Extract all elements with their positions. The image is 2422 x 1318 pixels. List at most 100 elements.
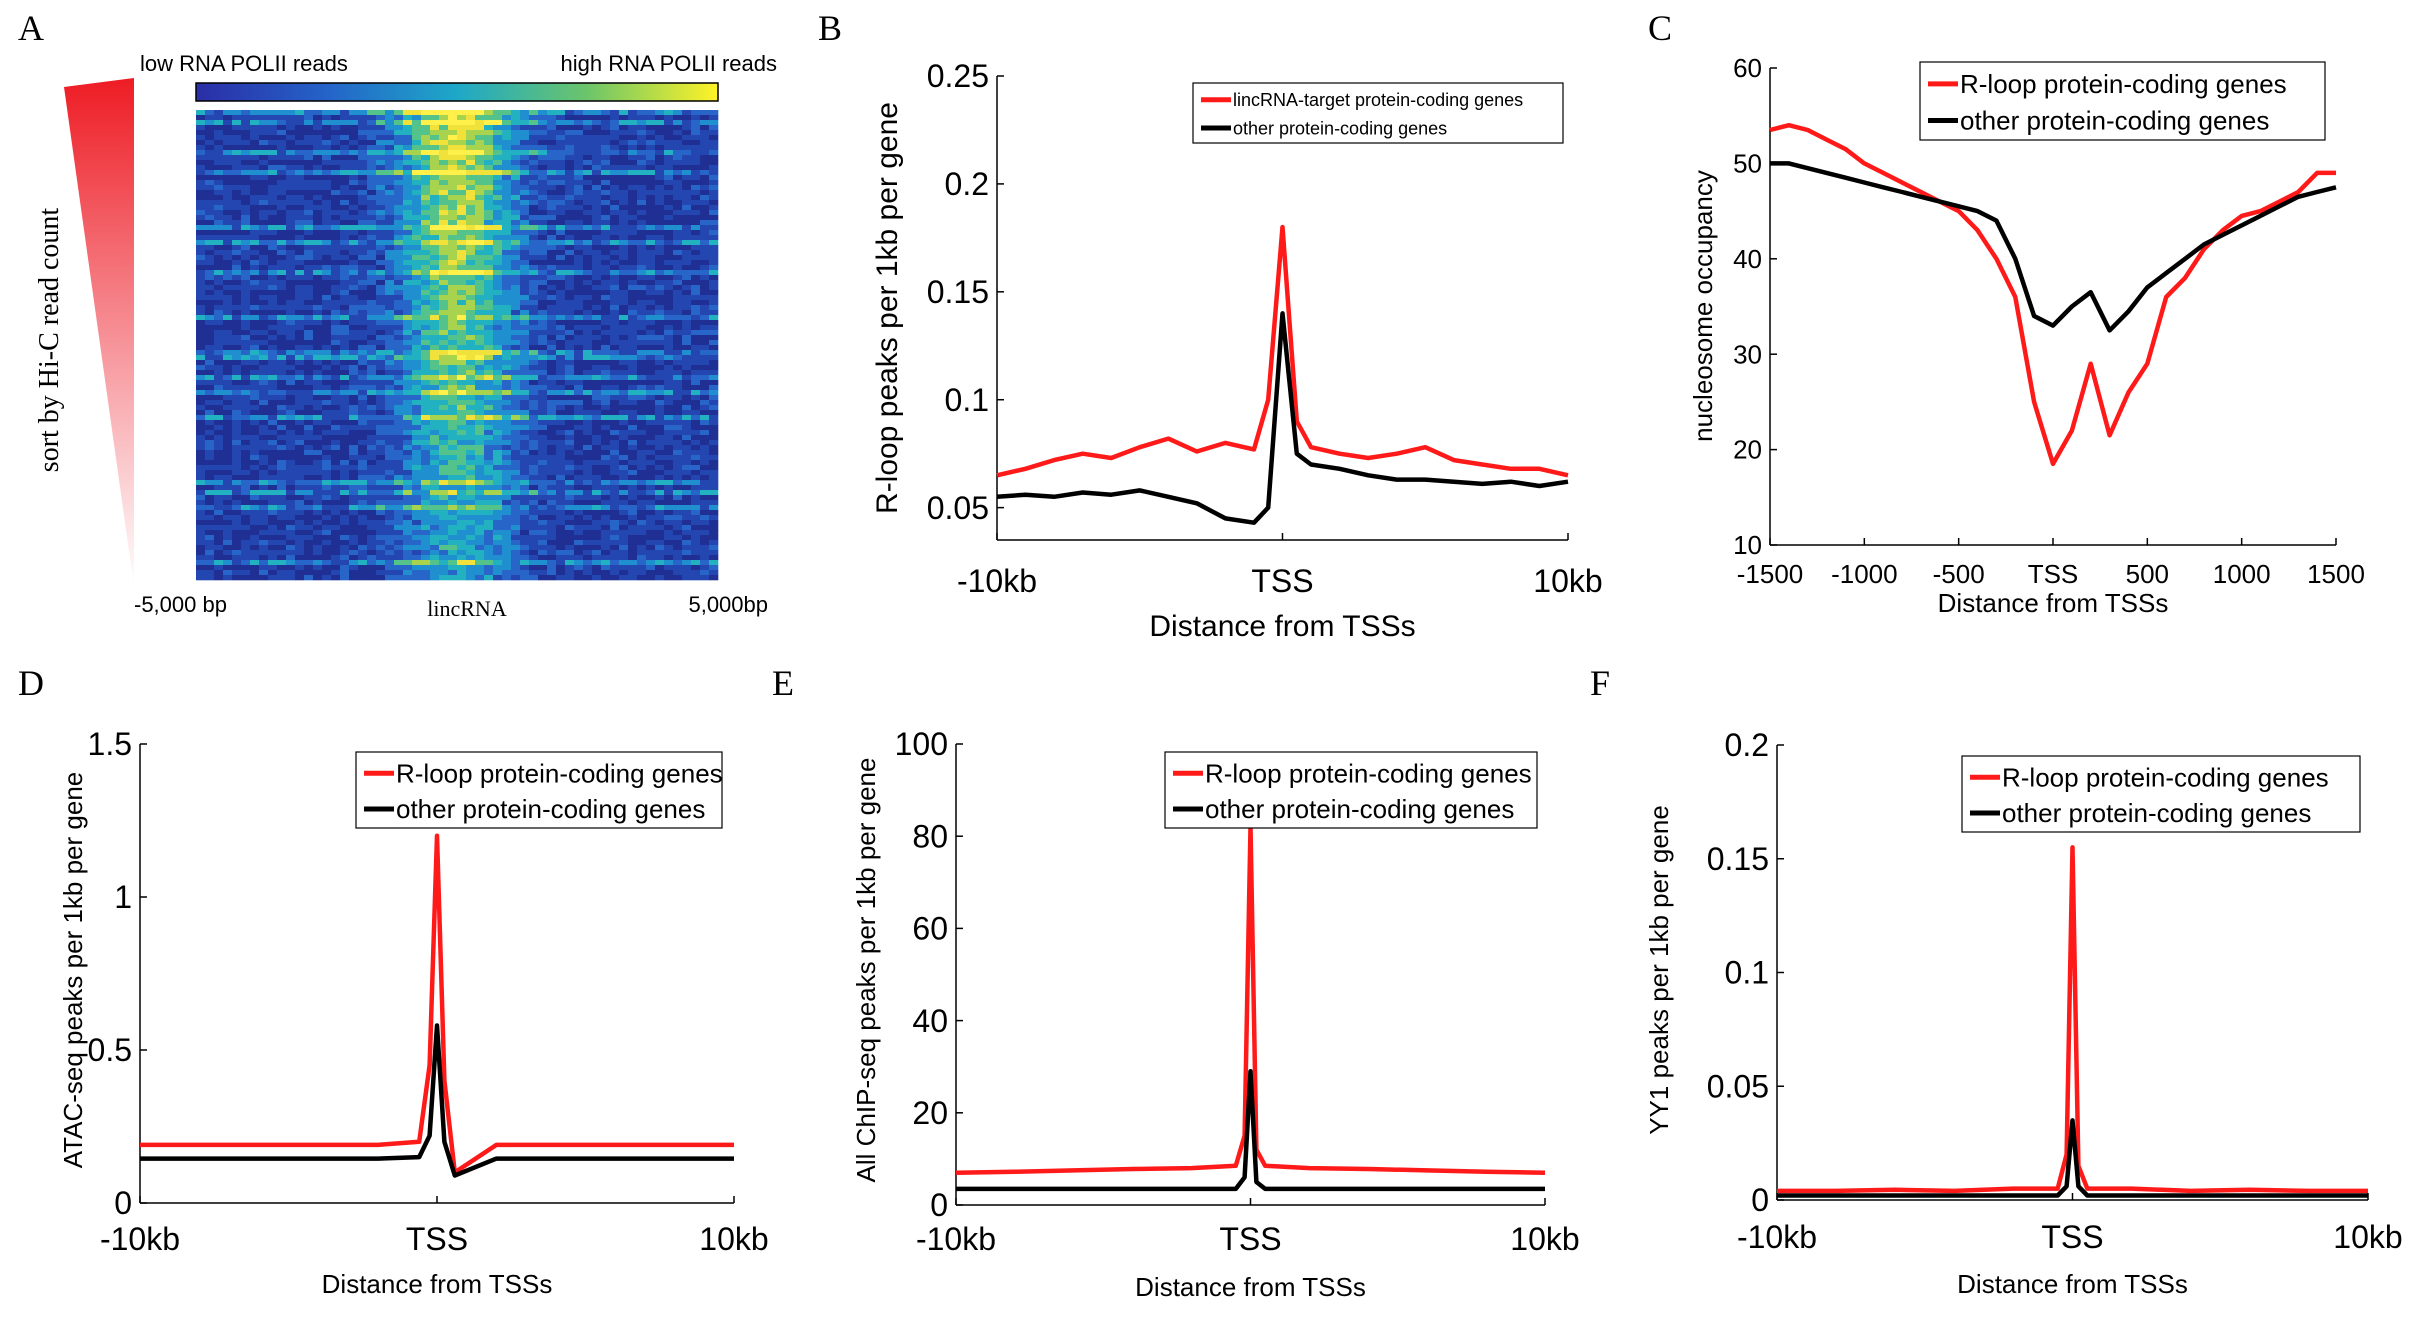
heatmap-cell	[646, 140, 656, 146]
heatmap-cell	[259, 240, 269, 246]
heatmap-cell	[430, 125, 440, 131]
heatmap-cell	[538, 315, 548, 321]
heatmap-cell	[286, 285, 296, 291]
heatmap-cell	[313, 230, 323, 236]
heatmap-cell	[700, 435, 710, 441]
heatmap-cell	[529, 375, 539, 381]
heatmap-cell	[376, 120, 386, 126]
heatmap-cell	[250, 115, 260, 121]
heatmap-cell	[196, 535, 206, 541]
heatmap-cell	[250, 350, 260, 356]
heatmap-cell	[304, 300, 314, 306]
heatmap-cell	[421, 165, 431, 171]
heatmap-cell	[367, 315, 377, 321]
heatmap-cell	[286, 160, 296, 166]
heatmap-cell	[331, 360, 341, 366]
heatmap-cell	[232, 435, 242, 441]
heatmap-cell	[610, 315, 620, 321]
heatmap-cell	[385, 175, 395, 181]
heatmap-cell	[646, 265, 656, 271]
heatmap-cell	[601, 335, 611, 341]
heatmap-cell	[565, 375, 575, 381]
heatmap-cell	[673, 440, 683, 446]
heatmap-cell	[673, 245, 683, 251]
heatmap-cell	[286, 140, 296, 146]
heatmap-cell	[331, 340, 341, 346]
heatmap-cell	[223, 490, 233, 496]
heatmap-cell	[304, 510, 314, 516]
heatmap-cell	[457, 490, 467, 496]
heatmap-cell	[295, 530, 305, 536]
heatmap-cell	[583, 180, 593, 186]
heatmap-cell	[574, 535, 584, 541]
heatmap-cell	[349, 285, 359, 291]
heatmap-cell	[547, 135, 557, 141]
heatmap-cell	[205, 440, 215, 446]
heatmap-cell	[511, 320, 521, 326]
heatmap-cell	[232, 225, 242, 231]
heatmap-cell	[511, 335, 521, 341]
heatmap-cell	[511, 215, 521, 221]
heatmap-cell	[340, 365, 350, 371]
heatmap-cell	[439, 255, 449, 261]
heatmap-cell	[583, 265, 593, 271]
heatmap-cell	[340, 490, 350, 496]
heatmap-cell	[214, 415, 224, 421]
heatmap-cell	[403, 455, 413, 461]
heatmap-cell	[700, 365, 710, 371]
heatmap-cell	[430, 295, 440, 301]
heatmap-cell	[601, 160, 611, 166]
heatmap-cell	[664, 410, 674, 416]
heatmap-cell	[349, 455, 359, 461]
heatmap-cell	[610, 460, 620, 466]
heatmap-cell	[439, 215, 449, 221]
heatmap-cell	[259, 180, 269, 186]
heatmap-cell	[313, 440, 323, 446]
heatmap-cell	[556, 240, 566, 246]
heatmap-cell	[628, 140, 638, 146]
heatmap-cell	[241, 320, 251, 326]
heatmap-cell	[322, 440, 332, 446]
heatmap-cell	[385, 495, 395, 501]
heatmap-cell	[394, 345, 404, 351]
heatmap-cell	[547, 435, 557, 441]
heatmap-cell	[673, 275, 683, 281]
heatmap-cell	[673, 425, 683, 431]
heatmap-cell	[376, 505, 386, 511]
heatmap-cell	[628, 250, 638, 256]
heatmap-cell	[646, 435, 656, 441]
heatmap-cell	[313, 335, 323, 341]
heatmap-cell	[268, 475, 278, 481]
heatmap-cell	[331, 195, 341, 201]
heatmap-cell	[565, 480, 575, 486]
heatmap-cell	[529, 315, 539, 321]
heatmap-cell	[601, 480, 611, 486]
heatmap-cell	[349, 240, 359, 246]
heatmap-cell	[268, 135, 278, 141]
heatmap-cell	[376, 225, 386, 231]
heatmap-cell	[430, 240, 440, 246]
heatmap-cell	[376, 380, 386, 386]
heatmap-cell	[511, 380, 521, 386]
heatmap-cell	[619, 185, 629, 191]
heatmap-cell	[547, 340, 557, 346]
heatmap-cell	[538, 480, 548, 486]
heatmap-cell	[556, 250, 566, 256]
heatmap-cell	[646, 525, 656, 531]
heatmap-cell	[304, 380, 314, 386]
heatmap-cell	[394, 295, 404, 301]
heatmap-cell	[241, 430, 251, 436]
heatmap-cell	[502, 280, 512, 286]
heatmap-cell	[610, 260, 620, 266]
heatmap-cell	[304, 370, 314, 376]
heatmap-cell	[709, 325, 719, 331]
heatmap-cell	[493, 320, 503, 326]
heatmap-cell	[232, 250, 242, 256]
heatmap-cell	[700, 290, 710, 296]
heatmap-cell	[268, 530, 278, 536]
heatmap-cell	[682, 490, 692, 496]
heatmap-cell	[313, 350, 323, 356]
heatmap-cell	[439, 180, 449, 186]
heatmap-cell	[493, 495, 503, 501]
heatmap-cell	[511, 290, 521, 296]
